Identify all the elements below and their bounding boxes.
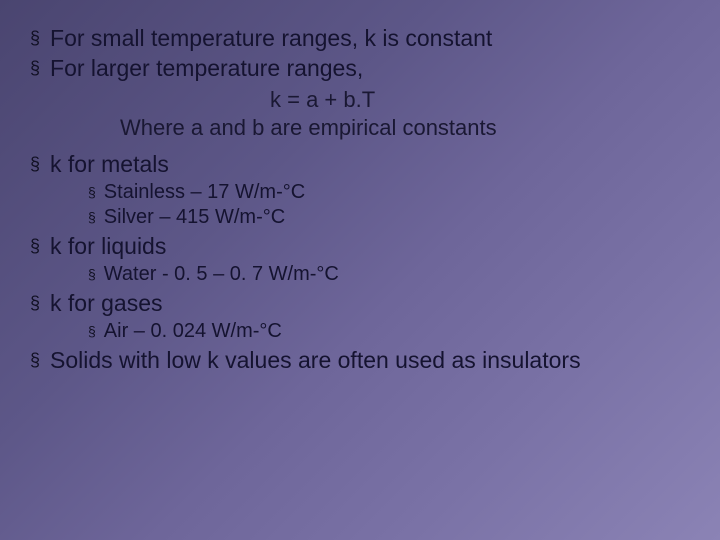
bullet-item: § k for gases (30, 289, 690, 317)
bullet-icon: § (88, 205, 96, 230)
bullet-item: § k for liquids (30, 232, 690, 260)
bullet-text: For larger temperature ranges, (50, 54, 363, 82)
bullet-text: Solids with low k values are often used … (50, 346, 581, 374)
sub-bullet-text: Air – 0. 024 W/m-°C (104, 319, 282, 344)
sub-bullet-item: § Water - 0. 5 – 0. 7 W/m-°C (30, 262, 690, 287)
equation-text: k = a + b.T (110, 86, 690, 114)
bullet-text: k for metals (50, 150, 169, 178)
bullet-icon: § (88, 319, 96, 344)
bullet-text: k for liquids (50, 232, 166, 260)
bullet-icon: § (30, 24, 40, 52)
bullet-item: § For larger temperature ranges, (30, 54, 690, 82)
bullet-item: § For small temperature ranges, k is con… (30, 24, 690, 52)
bullet-item: § k for metals (30, 150, 690, 178)
bullet-icon: § (30, 150, 40, 178)
bullet-text: For small temperature ranges, k is const… (50, 24, 492, 52)
bullet-icon: § (30, 54, 40, 82)
sub-bullet-text: Silver – 415 W/m-°C (104, 205, 285, 230)
equation-where: Where a and b are empirical constants (110, 114, 690, 142)
bullet-icon: § (88, 180, 96, 205)
bullet-icon: § (30, 289, 40, 317)
bullet-icon: § (30, 232, 40, 260)
sub-bullet-text: Stainless – 17 W/m-°C (104, 180, 305, 205)
equation-block: k = a + b.T Where a and b are empirical … (30, 86, 690, 142)
bullet-text: k for gases (50, 289, 163, 317)
sub-bullet-text: Water - 0. 5 – 0. 7 W/m-°C (104, 262, 339, 287)
bullet-item: § Solids with low k values are often use… (30, 346, 690, 374)
bullet-icon: § (88, 262, 96, 287)
sub-bullet-item: § Stainless – 17 W/m-°C (30, 180, 690, 205)
sub-bullet-item: § Silver – 415 W/m-°C (30, 205, 690, 230)
sub-bullet-item: § Air – 0. 024 W/m-°C (30, 319, 690, 344)
bullet-icon: § (30, 346, 40, 374)
